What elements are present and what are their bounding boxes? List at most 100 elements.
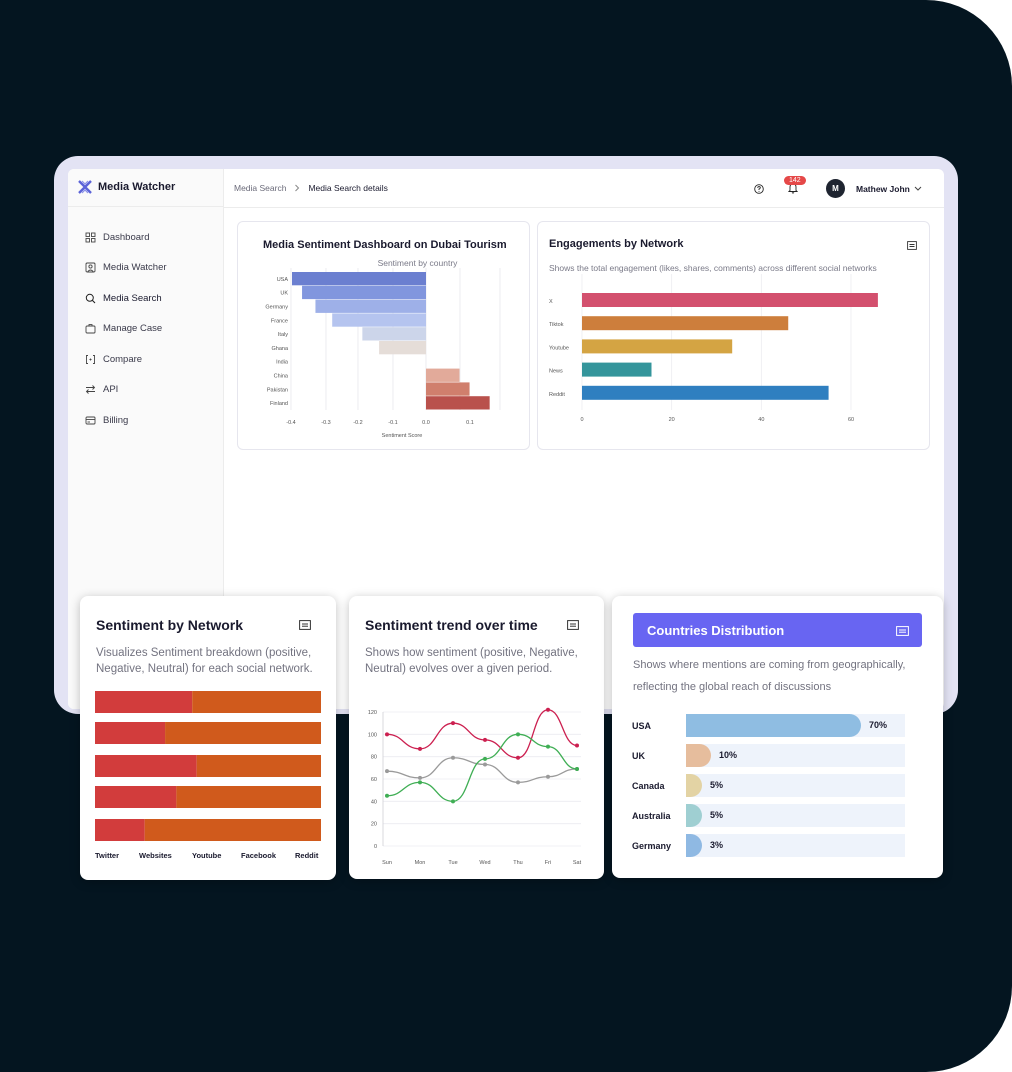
x-tick-label: Thu [513,860,522,866]
sidebar-item-api[interactable]: API [85,384,118,395]
bar-youtube [582,339,733,354]
top-header: Media Search Media Search details 142 M … [224,169,944,208]
countries-title: Countries Distribution [647,623,785,638]
country-bar-fill [686,714,861,737]
y-tick-label: 80 [371,755,377,761]
country-percent: 10% [719,750,738,760]
country-row: Germany 3% [632,834,905,857]
bar-germany [315,299,426,313]
x-tick-label: Mon [415,860,426,866]
sidebar-item-label: Manage Case [103,323,163,334]
x-tick-label: 40 [758,417,764,423]
y-tick-label: 40 [371,799,377,805]
chart-title: Engagements by Network [549,238,684,250]
avatar[interactable]: M [826,179,845,198]
y-tick-label: 0 [374,844,377,850]
grid-icon [85,232,96,243]
country-label: Germany [632,840,672,851]
country-bar-track: 70% [686,714,905,737]
sidebar-item-dashboard[interactable]: Dashboard [85,232,149,243]
sidebar-item-manage-case[interactable]: Manage Case [85,323,162,334]
data-point [451,799,455,804]
bar-pakistan [426,382,470,396]
y-tick-label: UK [280,291,288,297]
stack-segment-1 [95,819,145,841]
help-icon[interactable] [754,184,764,194]
x-tick-label: -0.3 [321,420,330,426]
x-tick-label: 0 [580,417,583,423]
country-bar-fill [686,804,702,827]
chart-title: Media Sentiment Dashboard on Dubai Touri… [263,239,507,251]
y-tick-label: USA [277,277,289,283]
x-tick-label: Fri [545,860,551,866]
engagements-card: Engagements by Network Shows the total e… [537,221,930,450]
country-bar-fill [686,774,702,797]
stack-segment-2 [144,819,321,841]
divider [68,206,223,207]
chart-subtitle: Shows the total engagement (likes, share… [549,263,877,273]
data-point [483,737,487,742]
bar-news [582,362,652,377]
bar-ghana [379,341,426,355]
data-point [575,766,579,771]
y-tick-label: India [276,360,289,366]
x-axis-label: Sentiment Score [382,433,423,439]
country-row: USA 70% [632,714,905,737]
country-label: Australia [632,810,671,821]
bar-france [332,313,426,327]
user-frame-icon [85,262,96,273]
sidebar-item-label: Dashboard [103,232,150,243]
data-point [546,744,550,749]
data-point [575,743,579,748]
series-line-3 [386,733,578,802]
y-tick-label: Germany [265,305,288,311]
y-tick-label: Pakistan [267,387,288,393]
bar-reddit [582,385,829,400]
breadcrumb-item[interactable]: Media Search [234,183,287,193]
avatar-initial: M [832,184,839,193]
country-label: UK [632,750,645,761]
data-point [385,732,389,737]
country-percent: 5% [710,810,724,820]
api-arrows-icon [85,385,96,394]
bar-tiktok [582,316,789,331]
data-point [451,755,455,760]
x-tick-label: Sat [573,860,582,866]
app-logo[interactable]: Media Watcher [78,180,175,194]
data-point [418,775,422,780]
x-tick-label: -0.4 [286,420,295,426]
countries-subtitle: Shows where mentions are coming from geo… [633,659,906,693]
y-tick-label: 60 [371,777,377,783]
chevron-right-icon [295,184,300,192]
data-point [483,756,487,761]
breadcrumb: Media Search Media Search details [234,183,388,193]
sidebar-item-media-watcher[interactable]: Media Watcher [85,262,167,273]
sidebar-item-label: API [103,384,119,395]
sidebar-item-media-search[interactable]: Media Search [85,293,162,304]
country-label: USA [632,720,652,731]
sidebar-item-compare[interactable]: Compare [85,354,142,365]
country-bar-track: 5% [686,774,905,797]
chart-menu-icon[interactable] [907,241,917,250]
data-point [483,762,487,767]
data-point [418,746,422,751]
user-name[interactable]: Mathew John [856,184,910,194]
bar-finland [426,396,490,410]
y-tick-label: Youtube [549,345,569,351]
x-tick-label: Reddit [295,851,319,860]
stack-segment-1 [95,786,177,808]
sentiment-by-country-card: Media Sentiment Dashboard on Dubai Touri… [237,221,530,450]
billing-icon [85,416,96,425]
sidebar-item-billing[interactable]: Billing [85,415,128,426]
country-bar-fill [686,834,702,857]
chevron-down-icon[interactable] [914,186,922,192]
sidebar-item-label: Compare [103,354,143,365]
data-point [546,707,550,712]
y-tick-label: 20 [371,822,377,828]
chart-menu-icon[interactable] [567,620,579,630]
countries-header-bar: Countries Distribution [633,613,922,647]
chart-menu-icon[interactable] [896,626,909,636]
chart-menu-icon[interactable] [299,620,311,630]
search-icon [85,293,96,304]
engagements-chart: X Tiktok Youtube News Reddit 0 20 40 60 [549,274,878,423]
